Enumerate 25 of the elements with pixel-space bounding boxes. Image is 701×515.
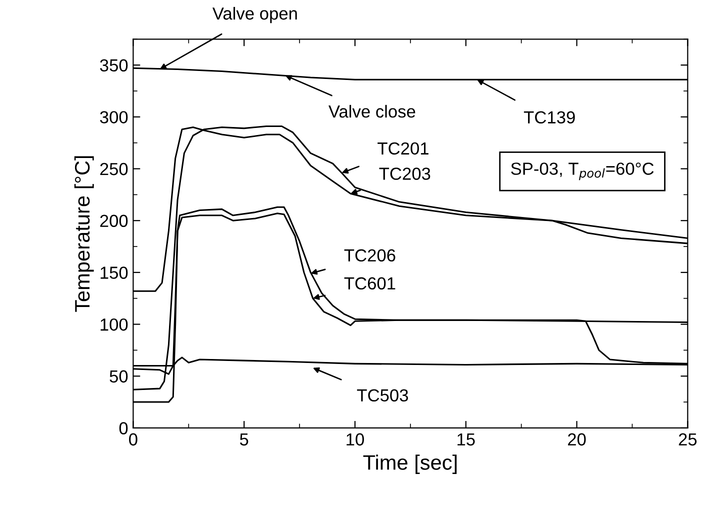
annotation: Valve open [212, 6, 297, 24]
y-tick-label: 300 [100, 111, 128, 124]
annotation: SP-03, T$_{pool}$=60°C [511, 162, 654, 180]
x-tick-label: 0 [129, 433, 138, 446]
x-tick-label: 10 [346, 433, 364, 446]
annotation: Valve close [328, 104, 416, 118]
annotation: TC203 [379, 168, 430, 180]
y-tick-label: 250 [100, 162, 128, 176]
y-tick-label: 0 [119, 422, 128, 434]
x-tick-label: 5 [240, 433, 248, 446]
x-tick-label: 25 [678, 433, 697, 446]
annotation: TC601 [344, 277, 396, 290]
x-axis-title: Time [sec] [363, 454, 457, 474]
annotation: TC139 [524, 111, 575, 124]
x-tick-label: 15 [458, 433, 475, 446]
y-tick-label: 200 [100, 214, 128, 228]
annotation: TC503 [357, 389, 408, 402]
annotation: TC201 [378, 142, 428, 155]
x-tick-label: 20 [568, 433, 586, 446]
y-axis-title: Temperature [°C] [74, 156, 94, 312]
y-tick-label: 350 [100, 59, 128, 72]
y-tick-label: 150 [100, 266, 128, 279]
annotation: TC206 [344, 249, 396, 262]
y-tick-label: 50 [110, 370, 128, 383]
y-tick-label: 100 [100, 318, 128, 331]
